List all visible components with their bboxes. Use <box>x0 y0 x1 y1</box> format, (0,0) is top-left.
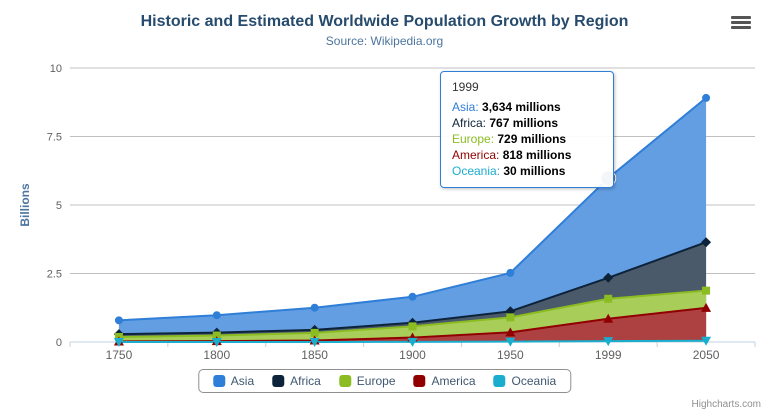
legend-label: America <box>431 374 476 388</box>
tooltip-header: 1999 <box>452 80 479 94</box>
tooltip-series-value: 767 millions <box>489 116 559 130</box>
marker-asia[interactable] <box>506 268 515 277</box>
legend-item-oceania[interactable]: Oceania <box>493 374 557 388</box>
tooltip-series-value: 818 millions <box>502 148 572 162</box>
tooltip-series-name: Africa: <box>452 116 490 130</box>
context-menu-bar <box>731 21 751 24</box>
x-axis-label: 1950 <box>497 348 524 362</box>
marker-oceania[interactable] <box>113 337 124 347</box>
marker-oceania[interactable] <box>309 337 320 347</box>
legend-marker-icon <box>272 375 285 387</box>
tooltip-series-value: 30 millions <box>503 164 566 178</box>
tooltip-series-value: 3,634 millions <box>482 100 561 114</box>
legend-item-europe[interactable]: Europe <box>338 374 396 388</box>
legend: Asia Africa Europe America Oceania <box>197 369 572 393</box>
x-axis-label: 1800 <box>203 348 230 362</box>
marker-america[interactable] <box>701 302 712 312</box>
marker-asia[interactable] <box>114 316 123 325</box>
tooltip-series-name: Europe: <box>452 132 498 146</box>
marker-europe[interactable] <box>408 322 417 331</box>
legend-item-africa[interactable]: Africa <box>272 374 321 388</box>
legend-marker-icon <box>413 375 426 387</box>
y-axis-label: 10 <box>50 63 62 75</box>
legend-marker-icon <box>212 375 225 387</box>
marker-oceania[interactable] <box>603 337 614 347</box>
area-america[interactable] <box>118 307 707 342</box>
marker-asia[interactable] <box>212 311 221 320</box>
legend-label: Oceania <box>511 374 557 388</box>
chart-title: Historic and Estimated Worldwide Populat… <box>140 13 629 30</box>
y-axis-label: 2.5 <box>47 269 62 281</box>
marker-america[interactable] <box>603 313 614 323</box>
marker-asia[interactable] <box>310 303 319 312</box>
y-axis-title: Billions <box>18 183 32 227</box>
tooltip-series-name: Asia: <box>452 100 483 114</box>
x-axis-label: 1900 <box>399 348 426 362</box>
tooltip-row-europe: Europe: 729 millions <box>452 131 602 147</box>
tooltip-row-asia: Asia: 3,634 millions <box>452 99 602 115</box>
marker-europe[interactable] <box>604 294 613 303</box>
y-axis-label: 7.5 <box>47 132 62 144</box>
marker-europe[interactable] <box>702 286 711 295</box>
legend-label: Europe <box>356 374 396 388</box>
marker-europe[interactable] <box>212 331 221 340</box>
marker-america[interactable] <box>505 327 516 337</box>
legend-item-america[interactable]: America <box>413 374 476 388</box>
x-axis-label: 1850 <box>301 348 328 362</box>
marker-asia[interactable] <box>408 292 417 301</box>
x-axis-label: 1999 <box>595 348 622 362</box>
legend-marker-icon <box>338 375 351 387</box>
area-asia[interactable] <box>118 97 707 342</box>
tooltip-row-africa: Africa: 767 millions <box>452 115 602 131</box>
context-menu-icon[interactable] <box>731 16 751 29</box>
credits-link[interactable]: Highcharts.com <box>691 399 761 410</box>
x-axis-label: 2050 <box>693 348 720 362</box>
y-axis-label: 5 <box>56 200 62 212</box>
y-axis-label: 0 <box>56 337 62 349</box>
marker-europe[interactable] <box>506 313 515 322</box>
tooltip-series-value: 729 millions <box>497 132 567 146</box>
marker-africa[interactable] <box>603 272 614 283</box>
legend-item-asia[interactable]: Asia <box>212 374 255 388</box>
legend-marker-icon <box>493 375 506 387</box>
marker-oceania[interactable] <box>407 337 418 347</box>
tooltip-row-oceania: Oceania: 30 millions <box>452 163 602 179</box>
marker-africa[interactable] <box>701 237 712 248</box>
marker-oceania[interactable] <box>211 337 222 347</box>
tooltip: 1999 Asia: 3,634 millions Africa: 767 mil… <box>440 71 614 188</box>
legend-label: Africa <box>290 374 321 388</box>
tooltip-row-america: America: 818 millions <box>452 147 602 163</box>
tooltip-series-name: Oceania: <box>452 164 504 178</box>
marker-oceania[interactable] <box>505 337 516 347</box>
context-menu-bar <box>731 26 751 29</box>
tooltip-series-name: America: <box>452 148 503 162</box>
marker-europe[interactable] <box>310 328 319 337</box>
marker-asia[interactable] <box>702 93 711 102</box>
context-menu-bar <box>731 16 751 19</box>
tooltip-rows: Asia: 3,634 millions Africa: 767 millions… <box>452 99 602 179</box>
legend-label: Asia <box>230 374 255 388</box>
x-axis-label: 1750 <box>106 348 133 362</box>
marker-oceania[interactable] <box>701 336 712 346</box>
chart-subtitle: Source: Wikipedia.org <box>325 34 444 48</box>
